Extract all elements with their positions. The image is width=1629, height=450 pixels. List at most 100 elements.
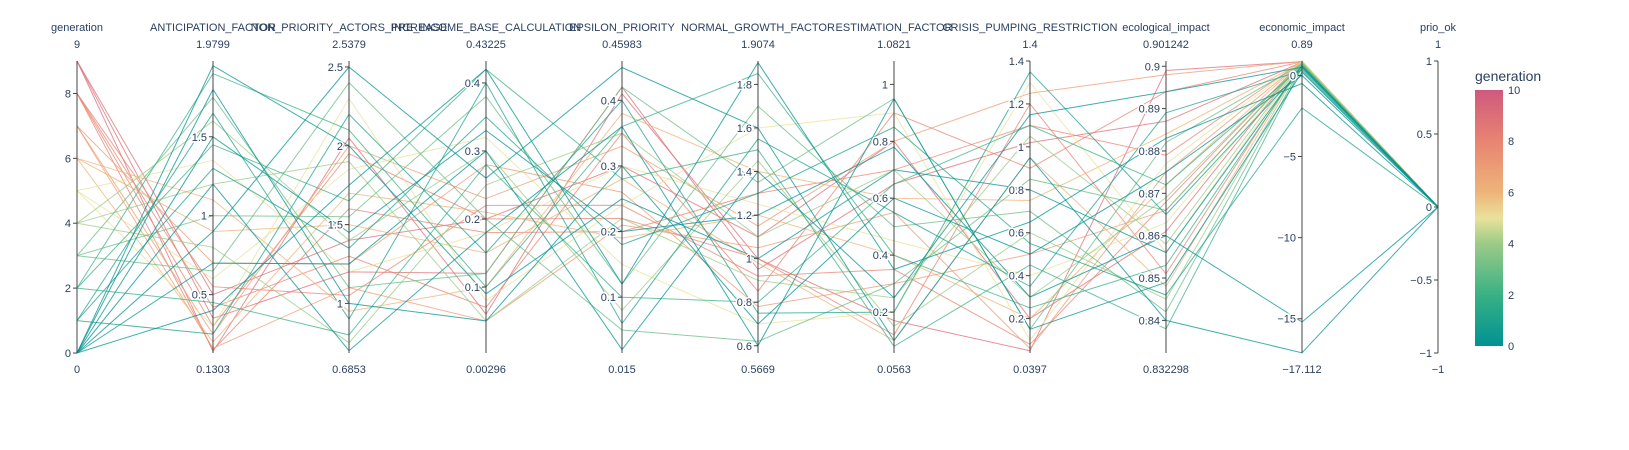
tick-label: 1 (1018, 142, 1024, 154)
axis-max-label: 1.9074 (741, 39, 775, 51)
tick-label: 1.4 (1009, 56, 1024, 68)
axis-title: CRISIS_PUMPING_RESTRICTION (943, 22, 1118, 34)
tick-label: 1 (882, 79, 888, 91)
axis-title: EPSILON_PRIORITY (569, 22, 675, 34)
axis-min-label: 0.00296 (466, 364, 506, 376)
axes-layer: generation 9 00 2 4 6 8 ANTICIPATION_FACTOR 1.97… (51, 22, 1457, 376)
axis-epsilon-priority[interactable]: EPSILON_PRIORITY 0.45983 0.015 0.1 0.2 0.3 0.4 (569, 22, 675, 376)
tick-label: 0.3 (601, 161, 616, 173)
tick-label: 0.5 (1417, 129, 1432, 141)
tick-label: 1.2 (737, 210, 752, 222)
colorbar-tick-label: 6 (1508, 187, 1514, 199)
colorbar-gradient (1475, 90, 1503, 346)
tick-label: 2 (65, 283, 71, 295)
axis-min-label: 0.015 (608, 364, 636, 376)
axis-ecological-impact[interactable]: ecological_impact 0.901242 0.832298 0.84 0.8… (1122, 22, 1209, 376)
tick-label: 1.5 (328, 220, 343, 232)
tick-label: 0.1 (601, 292, 616, 304)
tick-label: 8 (65, 88, 71, 100)
tick-label: 6 (65, 153, 71, 165)
tick-label: 0.8 (873, 136, 888, 148)
tick-label: −0.5 (1410, 275, 1432, 287)
axis-min-label: 0.0397 (1013, 364, 1047, 376)
tick-label: 1 (201, 211, 207, 223)
axis-max-label: 1.0821 (877, 39, 911, 51)
axis-min-label: 0.6853 (332, 364, 366, 376)
tick-label: 1 (1426, 56, 1432, 68)
axis-max-label: 0.89 (1291, 39, 1312, 51)
tick-label: 0.88 (1139, 146, 1160, 158)
axis-max-label: 2.5379 (332, 39, 366, 51)
axis-pre-income-base-calculation[interactable]: PRE_INCOME_BASE_CALCULATION 0.43225 0.0029… (391, 22, 582, 376)
axis-max-label: 1.9799 (196, 39, 230, 51)
tick-label: 0.6 (1009, 228, 1024, 240)
axis-generation[interactable]: generation 9 00 2 4 6 8 (51, 22, 103, 376)
tick-label: 0.84 (1139, 315, 1160, 327)
axis-max-label: 1.4 (1022, 39, 1037, 51)
axis-non-priority-actors-increase[interactable]: NON_PRIORITY_ACTORS_INCREASE 2.5379 0.6853… (251, 22, 448, 376)
tick-label: 1.2 (1009, 99, 1024, 111)
axis-crisis-pumping-restriction[interactable]: CRISIS_PUMPING_RESTRICTION 1.4 0.0397 0.2 0.… (943, 22, 1118, 376)
axis-title: PRE_INCOME_BASE_CALCULATION (391, 22, 582, 34)
axis-min-label: −1 (1432, 364, 1445, 376)
axis-estimation-factor[interactable]: ESTIMATION_FACTOR 1.0821 0.0563 0.2 0.4 0.6 0.… (836, 22, 953, 376)
axis-min-label: 0.0563 (877, 364, 911, 376)
tick-label: 0.8 (1009, 185, 1024, 197)
tick-label: −1 (1419, 348, 1432, 360)
colorbar: generation 0 2 4 6 8 10 (1475, 68, 1541, 353)
axis-max-label: 0.43225 (466, 39, 506, 51)
tick-label: 0.85 (1139, 273, 1160, 285)
tick-label: 2.5 (328, 62, 343, 74)
tick-label: 0.2 (465, 214, 480, 226)
axis-anticipation-factor[interactable]: ANTICIPATION_FACTOR 1.9799 0.1303 0.5 1 1.5 (150, 22, 276, 376)
tick-label: −10 (1277, 233, 1296, 245)
tick-label: 0.4 (601, 95, 616, 107)
tick-label: 0.2 (1009, 314, 1024, 326)
tick-label: 1.5 (192, 132, 207, 144)
axis-title: ANTICIPATION_FACTOR (150, 22, 276, 34)
axis-min-label: 0 (74, 364, 80, 376)
colorbar-tick-label: 2 (1508, 290, 1514, 302)
axis-title: generation (51, 22, 103, 34)
tick-label: 0.86 (1139, 231, 1160, 243)
tick-label: 0.87 (1139, 188, 1160, 200)
tick-label: 1.8 (737, 79, 752, 91)
axis-min-label: −17.112 (1282, 364, 1321, 376)
tick-label: 0.8 (737, 297, 752, 309)
axis-economic-impact[interactable]: economic_impact 0.89 −17.112 −15 −10 −5 0 (1259, 22, 1345, 376)
axis-max-label: 0.901242 (1143, 39, 1189, 51)
tick-label: 0.1 (465, 282, 480, 294)
axis-title: economic_impact (1259, 22, 1345, 34)
colorbar-tick-label: 4 (1508, 239, 1514, 251)
colorbar-tick-label: 10 (1508, 85, 1520, 97)
axis-title: NORMAL_GROWTH_FACTOR (681, 22, 835, 34)
axis-title: ecological_impact (1122, 22, 1209, 34)
axis-max-label: 1 (1435, 39, 1441, 51)
axis-prio-ok[interactable]: prio_ok 1 −1−1 −0.5 0 0.5 1 (1409, 22, 1457, 376)
axis-normal-growth-factor[interactable]: NORMAL_GROWTH_FACTOR 1.9074 0.5669 0.6 0.8 1 1… (681, 22, 835, 376)
tick-label: 4 (65, 218, 71, 230)
tick-label: 2 (337, 141, 343, 153)
axis-min-label: 0.832298 (1143, 364, 1189, 376)
tick-label: 0.4 (465, 78, 480, 90)
tick-label: 1 (337, 298, 343, 310)
tick-label: 0.6 (873, 193, 888, 205)
axis-max-label: 9 (74, 39, 80, 51)
tick-label: 0.6 (737, 341, 752, 353)
axis-min-label: 0.1303 (196, 364, 230, 376)
axis-min-label: 0.5669 (741, 364, 775, 376)
tick-label: −5 (1283, 152, 1296, 164)
colorbar-tick-label: 8 (1508, 136, 1514, 148)
tick-label: 0.4 (873, 250, 888, 262)
axis-title: ESTIMATION_FACTOR (836, 22, 953, 34)
tick-label: 0 (65, 348, 71, 360)
axis-title: prio_ok (1420, 22, 1457, 34)
colorbar-title: generation (1475, 68, 1541, 84)
tick-label: 0.89 (1139, 104, 1160, 116)
tick-label: 0.9 (1145, 61, 1160, 73)
tick-label: −15 (1277, 314, 1296, 326)
axis-title: NON_PRIORITY_ACTORS_INCREASE (251, 22, 448, 34)
tick-label: 1.6 (737, 123, 752, 135)
